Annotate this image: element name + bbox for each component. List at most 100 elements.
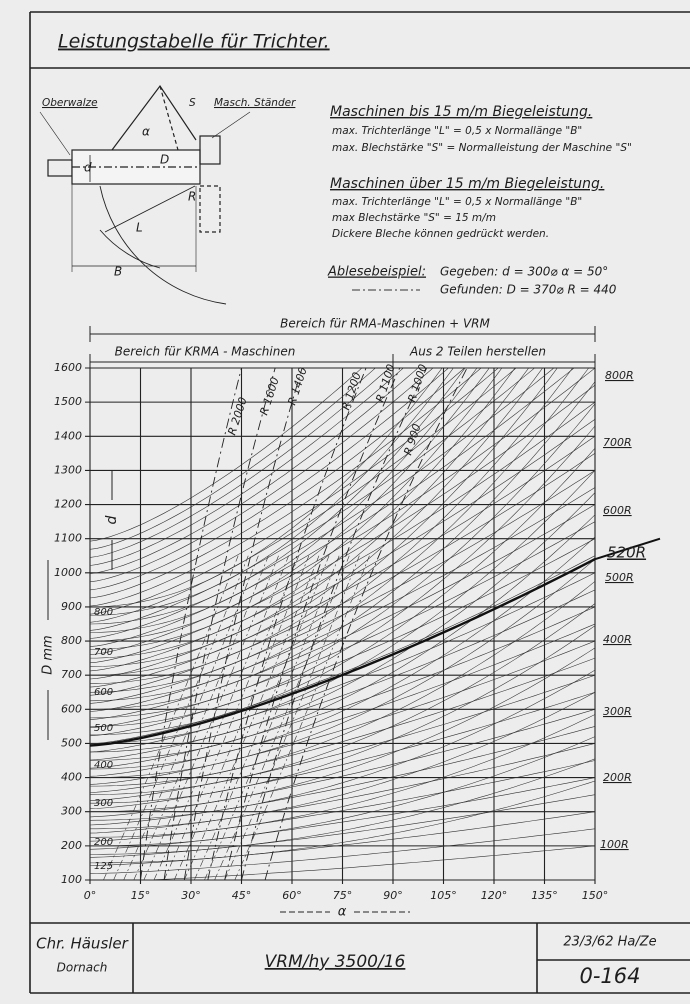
d-label: 700	[94, 647, 113, 658]
note-line: max. Blechstärke "S" = Normalleistung de…	[332, 142, 632, 154]
diameter-curve	[90, 368, 478, 633]
example-found: Gefunden: D = 370⌀ R = 440	[440, 283, 617, 297]
radius-curve	[90, 623, 595, 777]
y-tick-label: 1400	[54, 429, 82, 442]
d-label: 400	[94, 760, 113, 771]
footer-number: 0-164	[579, 964, 640, 988]
footer-drawing: VRM/hy 3500/16	[265, 952, 406, 972]
note-line: max. Trichterlänge "L" = 0,5 x Normallän…	[332, 125, 582, 137]
r-label-right: 600R	[603, 504, 632, 517]
radius-curve	[90, 674, 595, 801]
sketch-label: d	[84, 161, 92, 175]
radius-curve	[90, 640, 595, 785]
y-tick-label: 1600	[54, 361, 82, 374]
diameter-curve	[90, 736, 595, 847]
radius-curve	[90, 521, 595, 728]
hatch-line	[194, 555, 330, 880]
y-tick-label: 1000	[54, 566, 82, 579]
diameter-curve	[90, 625, 595, 804]
y-tick-label: 700	[61, 668, 82, 681]
diameter-curve	[90, 603, 595, 795]
d-label: 125	[94, 861, 113, 872]
radius-curve	[90, 657, 595, 793]
diameter-curve	[90, 647, 595, 812]
y-tick-label: 300	[61, 805, 82, 818]
range-label: Aus 2 Teilen herstellen	[409, 345, 546, 359]
y-tick-label: 100	[61, 873, 82, 886]
radius-curve	[90, 692, 595, 809]
radius-dash-line	[264, 368, 468, 880]
sketch-label: R	[188, 190, 196, 204]
radius-curve	[90, 418, 595, 680]
radius-curve	[90, 368, 404, 566]
hatch-line	[153, 555, 289, 880]
x-tick-label: 150°	[582, 889, 609, 902]
r-label-right: 520R	[607, 544, 646, 562]
sketch-label: Oberwalze	[42, 97, 98, 109]
radius-curve	[90, 504, 595, 720]
radius-dash-line	[183, 368, 303, 880]
hatch-line	[214, 555, 350, 880]
radius-curve	[90, 606, 595, 769]
radius-curve	[90, 368, 419, 574]
radius-curve	[90, 555, 595, 745]
diameter-curve	[90, 368, 543, 676]
range-label: Bereich für KRMA - Maschinen	[115, 345, 296, 359]
x-tick-label: 105°	[430, 889, 457, 902]
r-label-right: 200R	[603, 771, 632, 784]
hatch-line	[133, 555, 269, 880]
hatch-line	[103, 555, 239, 880]
diameter-curve	[90, 692, 595, 830]
y-tick-label: 900	[61, 600, 82, 613]
y-tick-label: 1200	[54, 498, 82, 511]
d-label: 600	[94, 687, 113, 698]
radius-curve	[90, 538, 595, 737]
footer-place: Dornach	[57, 961, 108, 975]
diameter-curve	[90, 368, 573, 693]
radius-curve	[90, 436, 595, 688]
diameter-curve	[90, 368, 454, 616]
diameter-curve	[90, 368, 516, 659]
y-tick-label: 800	[61, 634, 82, 647]
r-label-right: 700R	[603, 436, 632, 449]
y-tick-label: 1300	[54, 463, 82, 476]
r-label-right: 300R	[603, 705, 632, 718]
note-line: Dickere Bleche können gedrückt werden.	[332, 228, 549, 240]
sketch-label: Masch. Ständer	[214, 97, 296, 109]
hatch-line	[143, 555, 279, 880]
hopper-sketch	[39, 84, 251, 305]
diameter-curve	[90, 368, 466, 625]
diameter-curve	[90, 368, 443, 608]
diameter-curve	[90, 368, 490, 642]
hatch-line	[204, 555, 340, 880]
r-label-right: 800R	[605, 369, 634, 382]
hatch-line	[113, 555, 249, 880]
x-tick-label: 15°	[131, 889, 151, 902]
diameter-curve	[90, 448, 595, 736]
radius-curve	[90, 368, 575, 647]
y-tick-label: 400	[61, 771, 82, 784]
diameter-curve	[90, 403, 595, 719]
sketch-label: S	[189, 97, 196, 109]
radius-curve	[90, 811, 595, 866]
d-axis-label: d	[104, 515, 120, 524]
frame	[29, 11, 690, 994]
d-label: 500	[94, 723, 113, 734]
sketch-label: B	[114, 265, 122, 279]
radius-curve	[90, 368, 499, 615]
diameter-curve	[90, 425, 595, 727]
radius-curve	[90, 368, 482, 607]
radius-curve	[90, 487, 595, 712]
x-tick-label: 120°	[481, 889, 508, 902]
hatch-line	[183, 555, 320, 880]
y-tick-label: 600	[61, 702, 82, 715]
radius-curve	[139, 845, 595, 880]
radius-curve	[90, 368, 363, 542]
radius-curve	[90, 368, 555, 639]
r-label-right: 400R	[603, 633, 632, 646]
diameter-curve	[90, 514, 595, 761]
hatch-line	[224, 555, 360, 880]
radius-curve	[90, 368, 449, 591]
radius-curve	[90, 368, 465, 599]
